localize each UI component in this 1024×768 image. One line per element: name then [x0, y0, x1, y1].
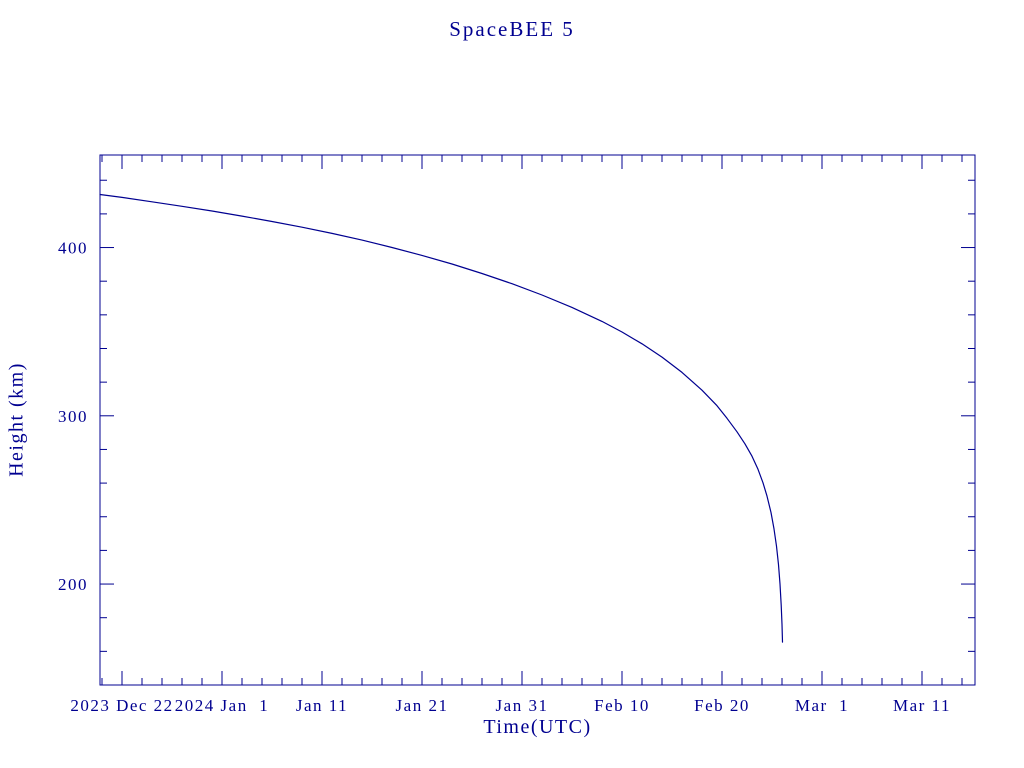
height-curve	[99, 193, 784, 643]
x-tick-label: Mar 11	[893, 696, 951, 715]
y-tick-labels: 200 300 400	[58, 239, 88, 595]
x-tick-label: 2023 Dec 22	[70, 696, 173, 715]
y-axis-ticks	[100, 179, 975, 686]
chart-title: SpaceBEE 5	[449, 17, 575, 41]
x-axis-label: Time(UTC)	[483, 716, 592, 738]
x-tick-label: 2024 Jan 1	[175, 696, 269, 715]
x-axis-ticks	[101, 155, 963, 685]
x-tick-label: Mar 1	[795, 696, 849, 715]
x-tick-labels: 2023 Dec 22 2024 Jan 1 Jan 11 Jan 21 Jan 31 F…	[70, 696, 951, 715]
y-tick-label: 300	[58, 407, 88, 426]
x-tick-label: Jan 21	[396, 696, 449, 715]
x-tick-label: Jan 11	[296, 696, 348, 715]
plot-frame	[99, 154, 976, 686]
y-tick-label: 200	[58, 575, 88, 594]
x-tick-label: Feb 10	[594, 696, 650, 715]
y-tick-label: 400	[58, 239, 88, 258]
x-tick-label: Jan 31	[496, 696, 549, 715]
x-tick-label: Feb 20	[694, 696, 750, 715]
